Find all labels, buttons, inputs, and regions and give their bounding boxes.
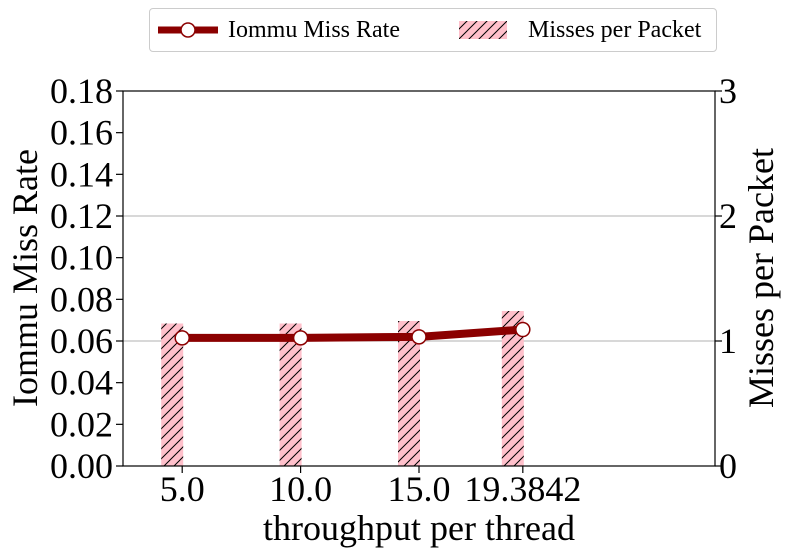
y-axis-label-right: Misses per Packet [741, 148, 781, 408]
legend-label-miss-rate: Iommu Miss Rate [228, 16, 400, 43]
bar-misses-per-packet [398, 321, 420, 466]
x-axis-label: throughput per thread [263, 508, 575, 548]
y-tick-label-left: 0.18 [50, 71, 113, 111]
y-tick-label-left: 0.14 [50, 154, 113, 194]
line-layer [174, 321, 531, 346]
legend-item-misses-per-packet: Misses per Packet [458, 9, 701, 51]
y-tick-label-right: 1 [719, 321, 737, 361]
point-iommu-miss-rate [292, 330, 309, 346]
y-tick-label-left: 0.04 [50, 363, 113, 403]
y-tick-label-left: 0.10 [50, 238, 113, 278]
x-tick-label: 19.3842 [464, 469, 581, 509]
y-tick-label-left: 0.12 [50, 196, 113, 236]
axes-layer: 0.000.020.040.060.080.100.120.140.160.18… [50, 71, 737, 509]
legend-line-swatch [158, 22, 218, 38]
bars-layer [161, 311, 524, 466]
legend: Iommu Miss Rate Misses per Packet [149, 8, 717, 52]
bar-misses-per-packet [161, 323, 184, 466]
y-tick-label-right: 2 [719, 196, 737, 236]
y-tick-label-left: 0.08 [50, 279, 113, 319]
x-tick-label: 15.0 [388, 469, 451, 509]
point-iommu-miss-rate [174, 330, 190, 346]
y-tick-label-right: 3 [719, 71, 737, 111]
y-tick-label-left: 0.16 [50, 113, 113, 153]
y-axis-label-left: Iommu Miss Rate [5, 149, 45, 407]
y-tick-label-left: 0.00 [50, 446, 113, 486]
y-tick-label-right: 0 [719, 446, 737, 486]
bar-misses-per-packet [279, 323, 302, 466]
legend-item-miss-rate: Iommu Miss Rate [156, 9, 400, 51]
bar-misses-per-packet [501, 311, 524, 466]
line-iommu-miss-rate [182, 325, 524, 342]
legend-bar-swatch [459, 21, 507, 39]
y-tick-label-left: 0.06 [50, 321, 113, 361]
point-iommu-miss-rate [515, 321, 531, 338]
point-iommu-miss-rate [411, 329, 427, 345]
y-tick-label-left: 0.02 [50, 404, 113, 444]
x-tick-label: 5.0 [160, 469, 205, 509]
legend-label-misses-per-packet: Misses per Packet [528, 16, 702, 43]
x-tick-label: 10.0 [269, 469, 332, 509]
